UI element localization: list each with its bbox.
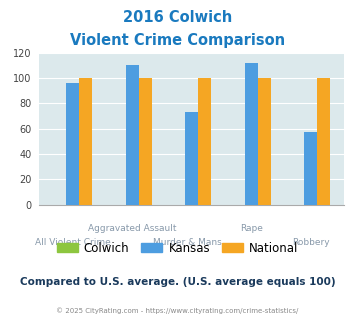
Bar: [185, 112, 198, 205]
Text: All Violent Crime: All Violent Crime: [35, 238, 110, 247]
Text: Robbery: Robbery: [292, 238, 330, 247]
Text: Compared to U.S. average. (U.S. average equals 100): Compared to U.S. average. (U.S. average …: [20, 277, 335, 287]
Bar: [198, 78, 211, 205]
Text: Murder & Mans...: Murder & Mans...: [153, 238, 230, 247]
Text: Violent Crime Comparison: Violent Crime Comparison: [70, 33, 285, 48]
Bar: [317, 78, 331, 205]
Bar: [79, 78, 92, 205]
Bar: [258, 78, 271, 205]
Bar: [245, 63, 258, 205]
Bar: [139, 78, 152, 205]
Legend: Colwich, Kansas, National: Colwich, Kansas, National: [52, 237, 303, 259]
Text: 2016 Colwich: 2016 Colwich: [123, 10, 232, 25]
Bar: [304, 132, 317, 205]
Bar: [126, 65, 139, 205]
Text: © 2025 CityRating.com - https://www.cityrating.com/crime-statistics/: © 2025 CityRating.com - https://www.city…: [56, 307, 299, 314]
Bar: [66, 83, 79, 205]
Text: Aggravated Assault: Aggravated Assault: [88, 224, 176, 233]
Text: Rape: Rape: [240, 224, 263, 233]
